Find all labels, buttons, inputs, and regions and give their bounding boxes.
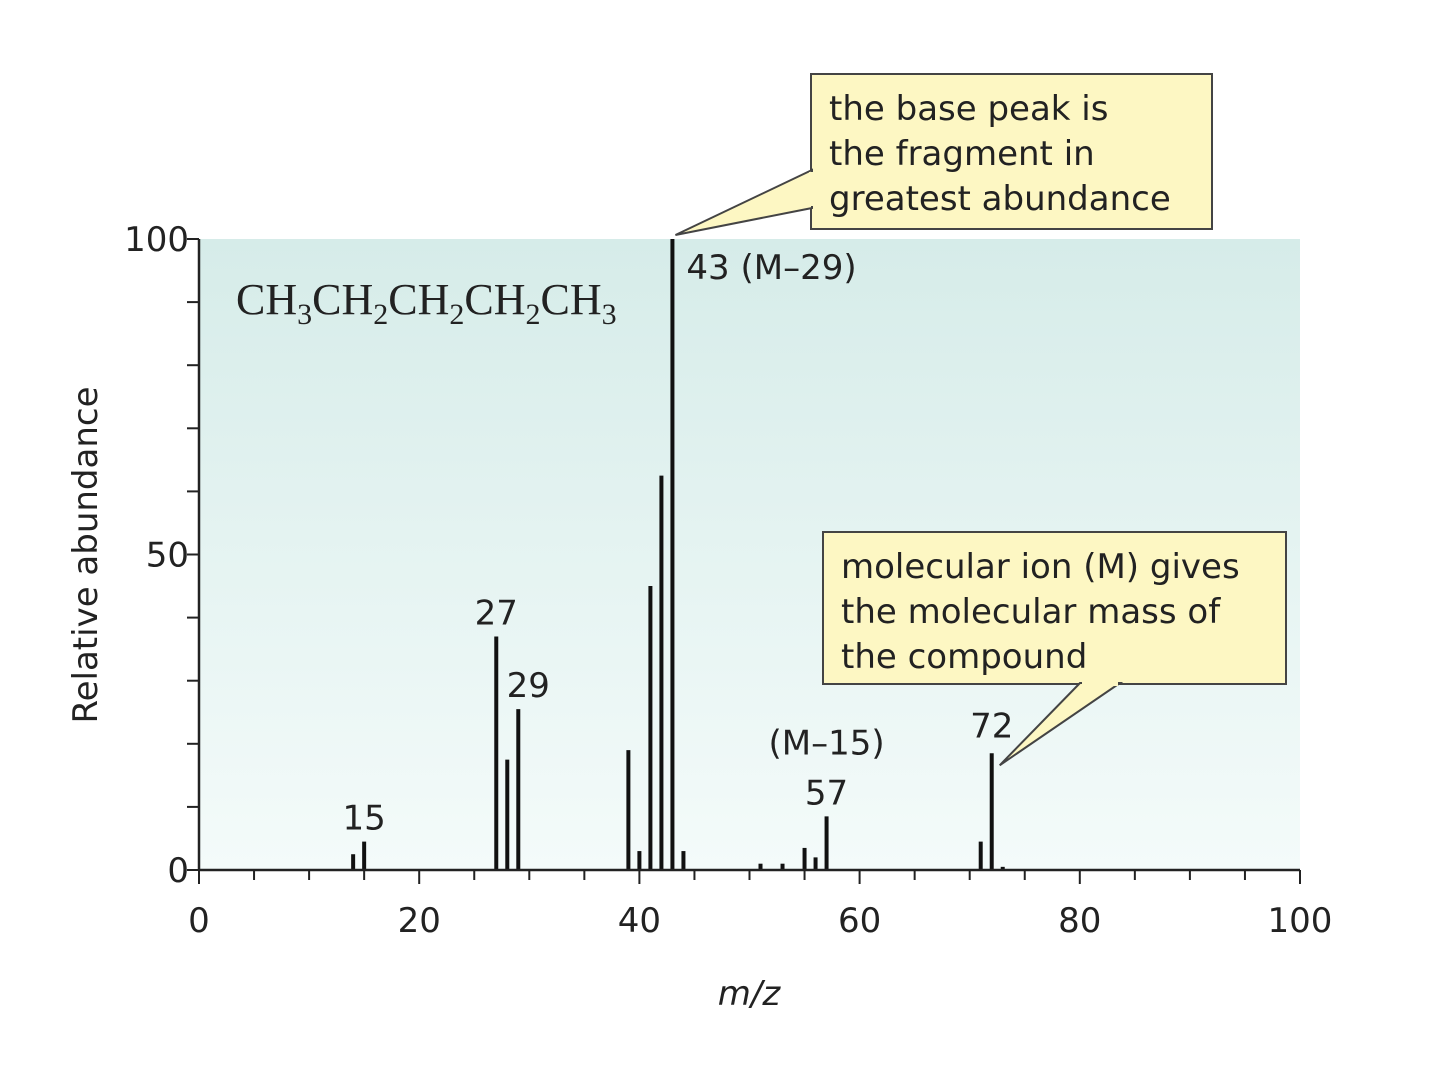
callout-text-line: the compound [841, 637, 1087, 677]
callout-text-line: the molecular mass of [841, 592, 1221, 632]
callout-pointer [675, 168, 813, 236]
peak-label-72: 72 [970, 706, 1013, 746]
peak-label-57: 57 [805, 773, 848, 813]
formula-text: CH [236, 275, 297, 324]
labels-layer: 15 27 29 43 (M–29) 57 (M–15) 72 [343, 248, 1014, 839]
callout-1: molecular ion (M) gives the molecular mas… [822, 531, 1287, 767]
peak-label-29: 29 [507, 666, 550, 706]
formula-subscript: 2 [449, 298, 464, 331]
peak-label-57-2: (M–15) [768, 723, 884, 763]
callout-box [822, 531, 1287, 685]
x-axis-title: m/z [718, 974, 782, 1014]
callout-box [810, 73, 1213, 230]
callout-text-line: molecular ion (M) gives [841, 547, 1240, 587]
x-tick-label-0: 0 [188, 901, 210, 941]
peak-label-43: 43 (M–29) [686, 248, 856, 288]
y-tick-label-0: 0 [167, 851, 189, 891]
compound-formula: CH3CH2CH2CH2CH3 [236, 275, 617, 331]
y-tick-label-50: 50 [146, 536, 189, 576]
callout-text-line: greatest abundance [829, 179, 1171, 219]
y-tick-label-100: 100 [124, 220, 189, 260]
formula-text: CH [312, 275, 373, 324]
x-tick-label-100: 100 [1268, 901, 1333, 941]
x-tick-label-20: 20 [398, 901, 441, 941]
callouts-layer: the base peak is the fragment in greatest … [675, 73, 1287, 767]
formula-text: CH [541, 275, 602, 324]
x-tick-label-40: 40 [618, 901, 661, 941]
peak-label-15: 15 [343, 799, 386, 839]
peaks-layer [351, 239, 1005, 870]
formula-text: CH [464, 275, 525, 324]
y-axis-title: Relative abundance [66, 386, 106, 723]
callout-text-line: the base peak is [829, 89, 1108, 129]
callout-0: the base peak is the fragment in greatest … [675, 73, 1213, 236]
formula-subscript: 3 [602, 298, 617, 331]
x-tick-label-60: 60 [838, 901, 881, 941]
axes-layer: 0 20 40 60 80 100 0 50 100 [124, 220, 1332, 941]
peak-label-27: 27 [475, 594, 518, 634]
formula-text: CH [388, 275, 449, 324]
callout-text-line: the fragment in [829, 134, 1095, 174]
x-tick-label-80: 80 [1058, 901, 1101, 941]
formula-subscript: 2 [526, 298, 541, 331]
formula-subscript: 2 [373, 298, 388, 331]
formula-subscript: 3 [297, 298, 312, 331]
